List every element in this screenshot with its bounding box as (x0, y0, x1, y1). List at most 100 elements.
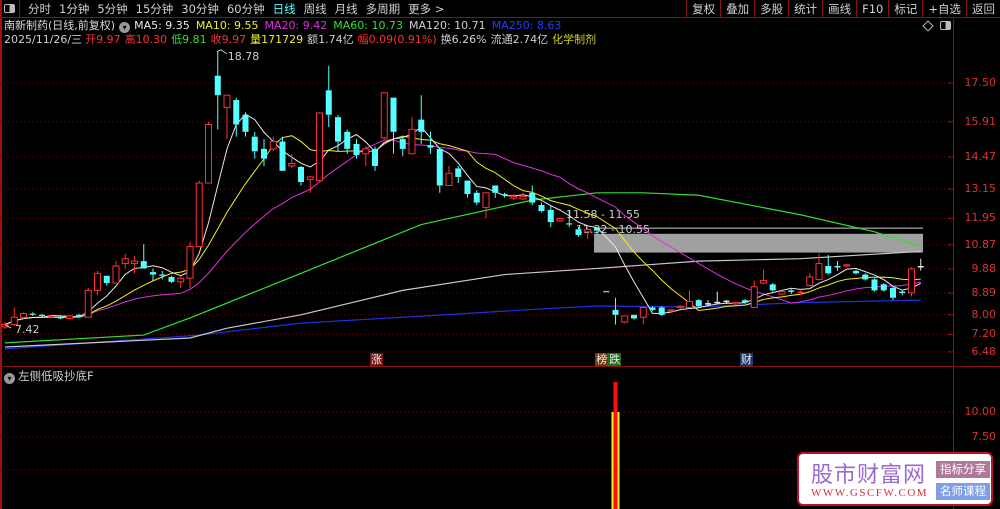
period-tab[interactable]: 日线 (272, 1, 296, 16)
price-zone-label: 11.32 - 10.55 (576, 223, 650, 236)
period-tab[interactable]: 周线 (303, 1, 327, 16)
quote-field: 化学制剂 (552, 33, 597, 46)
candle (908, 267, 915, 297)
period-tab[interactable]: 30分钟 (181, 1, 219, 16)
candle (631, 314, 637, 320)
indicator-title[interactable]: ▾ 左侧低吸抄底F (4, 368, 94, 384)
period-tab[interactable]: 15分钟 (135, 1, 174, 16)
candle (372, 146, 378, 171)
quote-field: 开9.97 (85, 33, 121, 46)
toolbar-button[interactable]: 标记 (888, 0, 922, 18)
candle (380, 92, 388, 140)
candle (242, 112, 249, 137)
candle (714, 291, 721, 304)
candle (834, 261, 841, 271)
watermark-title: 股市财富网 (811, 463, 927, 488)
candle (594, 226, 600, 235)
stock-ma-line: 南新制药(日线,前复权) ▾ MA5: 9.35 MA10: 9.55 MA20: 9.… (4, 19, 567, 33)
candle (880, 283, 887, 292)
toolbar-button[interactable]: 画线 (822, 0, 856, 18)
ma60-line (4, 192, 921, 344)
event-tag[interactable]: 榜跌 (594, 353, 622, 366)
period-tab[interactable]: 1分钟 (59, 1, 90, 16)
price-zone (594, 227, 923, 229)
toolbar-button[interactable]: 返回 (966, 0, 1000, 18)
candle (519, 192, 527, 201)
candle (195, 180, 203, 247)
panel-layout-icon[interactable] (940, 21, 951, 30)
candle (10, 307, 18, 326)
toolbar-button[interactable]: 复权 (686, 0, 720, 18)
period-tab[interactable]: 5分钟 (97, 1, 128, 16)
axis-tick-label: 10.87 (964, 237, 997, 251)
candle (686, 290, 693, 308)
toolbar-button[interactable]: 多股 (754, 0, 788, 18)
candle (131, 256, 138, 274)
candle (168, 275, 175, 284)
candle (649, 306, 656, 312)
candle (917, 258, 924, 271)
candle (251, 131, 258, 159)
period-tab[interactable]: 多周期 (365, 1, 401, 16)
candle (39, 313, 45, 318)
panel-toggle-icon[interactable] (0, 0, 20, 18)
candle (223, 94, 231, 140)
ma-value: MA60: 10.73 (333, 19, 403, 32)
chevron-down-icon[interactable]: ▾ (4, 373, 15, 384)
candle (732, 301, 740, 306)
period-tab[interactable]: 60分钟 (226, 1, 265, 16)
quote-field: 收9.97 (210, 33, 247, 46)
event-tag-text: 榜 (595, 353, 609, 366)
candle (306, 175, 314, 193)
candle (353, 139, 360, 159)
event-tag[interactable]: 涨 (369, 353, 384, 366)
period-tab[interactable]: 更多 > (408, 1, 445, 16)
candle (159, 270, 166, 280)
candle (20, 312, 27, 320)
axis-tick-label: 11.95 (964, 211, 997, 225)
event-tag[interactable]: 财 (739, 353, 754, 366)
pane-divider-axis (953, 366, 1000, 367)
candle (205, 122, 212, 184)
price-zone (594, 233, 923, 253)
candle (177, 275, 185, 288)
event-tag-text: 跌 (608, 353, 622, 366)
candle (529, 185, 536, 205)
candle (621, 315, 629, 324)
quote-field: 低9.81 (171, 33, 207, 46)
candle (94, 270, 101, 296)
axis-tick-label: 7.50 (971, 430, 997, 443)
toolbar-button[interactable]: 叠加 (720, 0, 754, 18)
period-tab[interactable]: 月线 (334, 1, 358, 16)
toolbar-button[interactable]: F10 (856, 0, 888, 18)
event-tag-text: 财 (740, 353, 753, 366)
watermark-logo: 股市财富网 WWW.GSCFW.COM 指标分享 名师课程 (797, 452, 993, 506)
axis-tick-label: 7.20 (971, 327, 997, 341)
chart-top-icons (922, 19, 951, 32)
candle (121, 253, 129, 269)
ma5-line (4, 113, 921, 326)
quote-field: 流通2.74亿 (490, 33, 549, 46)
candle (501, 192, 508, 198)
watermark-badge-courses: 名师课程 (936, 483, 990, 500)
period-tab[interactable]: 分时 (28, 1, 51, 16)
candle (84, 287, 92, 318)
candle (29, 312, 36, 317)
toolbar-button[interactable]: 统计 (788, 0, 822, 18)
ma10-line (4, 135, 921, 326)
indicator-name: 左侧低吸抄底F (18, 369, 94, 383)
ma-value: MA250: 8.63 (491, 19, 562, 32)
watermark-url: WWW.GSCFW.COM (811, 487, 929, 499)
indicator-bar (613, 382, 618, 509)
chevron-down-icon[interactable]: ▾ (119, 22, 131, 33)
candle (788, 289, 795, 295)
candle (261, 139, 267, 166)
axis-divider (953, 18, 954, 509)
ma-values: MA5: 9.35 MA10: 9.55 MA20: 9.42 MA60: 10.73… (134, 19, 567, 32)
axis-tick-label: 9.88 (971, 261, 997, 275)
quote-field: 换6.26% (440, 33, 487, 46)
candle (362, 146, 370, 166)
toolbar-button[interactable]: +自选 (922, 0, 966, 18)
axis-tick-label: 8.00 (971, 307, 997, 321)
candlestick-chart[interactable]: 11.58 - 11.55 11.32 - 10.55 18.78 7.42 (0, 0, 953, 509)
